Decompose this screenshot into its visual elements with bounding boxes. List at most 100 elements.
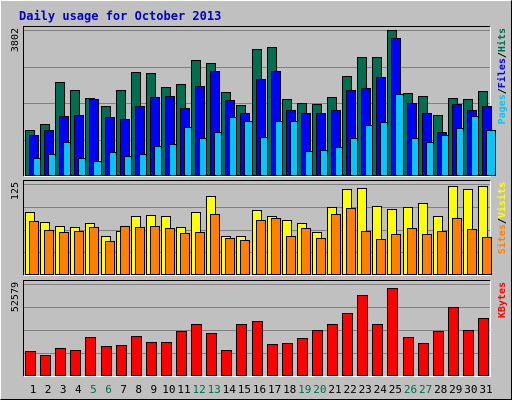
- x-tick-label-day-14: 14: [223, 383, 237, 396]
- x-tick-label-day-18: 18: [283, 383, 296, 396]
- bar-kbytes-day-24: [372, 324, 383, 376]
- y-max-label: 3802: [10, 28, 21, 52]
- bar-kbytes-day-21: [327, 324, 338, 376]
- x-tick-label-day-1: 1: [30, 383, 37, 396]
- x-tick-label-day-13: 13: [208, 383, 221, 396]
- bar-sites-day-5: [89, 227, 99, 275]
- bar-sites-day-13: [210, 214, 220, 275]
- x-tick-label-day-9: 9: [150, 383, 157, 396]
- bar-kbytes-day-1: [25, 351, 36, 376]
- legend: Pages/Files/Hits: [496, 28, 508, 124]
- x-tick-label-day-24: 24: [374, 383, 388, 396]
- x-tick-label-day-3: 3: [60, 383, 67, 396]
- bar-kbytes-day-13: [206, 333, 217, 376]
- x-tick-label-day-17: 17: [268, 383, 281, 396]
- bar-kbytes-day-28: [433, 331, 444, 376]
- legend-separator: /: [497, 218, 508, 224]
- panel-border-dark: [23, 180, 491, 276]
- x-tick-label-day-8: 8: [135, 383, 142, 396]
- bar-kbytes-day-14: [221, 350, 232, 376]
- legend-separator: /: [497, 52, 508, 58]
- legend-hits: Hits: [496, 28, 508, 52]
- x-tick-label-day-10: 10: [162, 383, 175, 396]
- bar-kbytes-day-19: [297, 338, 308, 376]
- bar-sites-day-11: [180, 233, 190, 275]
- panel-border-light: [23, 26, 491, 177]
- panel-kbytes: 52579 KBytes: [10, 280, 508, 377]
- x-tick-label-day-30: 30: [464, 383, 477, 396]
- legend-kbytes: KBytes: [497, 282, 508, 318]
- bar-sites-day-8: [135, 227, 145, 275]
- bar-kbytes-day-20: [312, 330, 323, 376]
- bar-sites-day-25: [391, 234, 401, 275]
- bar-kbytes-day-2: [40, 355, 51, 376]
- x-tick-label-day-20: 20: [313, 383, 326, 396]
- bar-sites-day-20: [316, 238, 326, 275]
- bar-kbytes-day-11: [176, 331, 187, 376]
- bar-kbytes-day-31: [478, 318, 489, 376]
- bar-sites-day-4: [74, 231, 84, 275]
- bar-sites-day-22: [346, 208, 356, 275]
- bar-pages-day-31: [486, 130, 496, 176]
- bar-sites-day-3: [59, 232, 69, 275]
- bar-kbytes-day-16: [252, 321, 263, 376]
- bar-sites-day-14: [225, 238, 235, 275]
- bar-kbytes-day-22: [342, 313, 353, 376]
- bar-kbytes-day-17: [267, 344, 278, 376]
- bar-kbytes-day-5: [85, 337, 96, 376]
- bar-kbytes-day-12: [191, 324, 202, 376]
- x-tick-label-day-29: 29: [449, 383, 462, 396]
- bar-kbytes-day-26: [403, 337, 414, 376]
- bar-sites-day-7: [120, 226, 130, 275]
- bar-kbytes-day-4: [70, 350, 81, 376]
- bar-sites-day-6: [105, 241, 115, 275]
- x-tick-label-day-25: 25: [389, 383, 402, 396]
- bar-sites-day-16: [256, 220, 266, 275]
- y-max-label: 125: [10, 182, 21, 200]
- x-tick-label-day-12: 12: [192, 383, 205, 396]
- bar-kbytes-day-9: [146, 342, 157, 376]
- legend-separator: /: [497, 88, 508, 94]
- panel-border-light: [23, 180, 491, 276]
- bar-sites-day-30: [467, 229, 477, 275]
- legend-files: Files: [496, 58, 508, 88]
- x-tick-label-day-2: 2: [45, 383, 52, 396]
- x-tick-label-day-15: 15: [238, 383, 251, 396]
- x-tick-label-day-23: 23: [359, 383, 372, 396]
- bar-sites-day-31: [482, 237, 492, 275]
- y-max-label: 52579: [10, 282, 21, 312]
- bar-sites-day-26: [407, 228, 417, 275]
- bar-sites-day-23: [361, 231, 371, 275]
- x-tick-label-day-27: 27: [419, 383, 432, 396]
- bar-kbytes-day-10: [161, 342, 172, 376]
- panel-border-dark: [23, 26, 491, 177]
- x-tick-label-day-6: 6: [105, 383, 112, 396]
- bar-sites-day-21: [331, 214, 341, 275]
- bar-sites-day-19: [301, 228, 311, 275]
- bar-kbytes-day-15: [236, 324, 247, 376]
- bar-sites-day-15: [240, 240, 250, 275]
- x-tick-label-day-19: 19: [298, 383, 311, 396]
- bar-sites-day-2: [44, 230, 54, 275]
- legend-pages: Pages: [497, 94, 508, 124]
- x-tick-label-day-16: 16: [253, 383, 266, 396]
- bar-sites-day-29: [452, 218, 462, 275]
- bar-sites-day-10: [165, 228, 175, 275]
- x-tick-label-day-7: 7: [120, 383, 127, 396]
- panel-border-dark: [23, 280, 491, 377]
- x-tick-label-day-11: 11: [177, 383, 190, 396]
- x-tick-label-day-4: 4: [75, 383, 82, 396]
- bar-sites-day-9: [150, 226, 160, 275]
- x-tick-label-day-21: 21: [328, 383, 341, 396]
- bar-kbytes-day-25: [387, 288, 398, 376]
- bar-kbytes-day-30: [463, 330, 474, 376]
- legend: Sites/Visits: [496, 182, 508, 254]
- bar-kbytes-day-29: [448, 307, 459, 376]
- bar-sites-day-24: [376, 239, 386, 275]
- panel-visits-sites: 125 Sites/Visits: [10, 180, 508, 276]
- chart-title: Daily usage for October 2013: [19, 9, 221, 23]
- x-tick-label-day-26: 26: [404, 383, 417, 396]
